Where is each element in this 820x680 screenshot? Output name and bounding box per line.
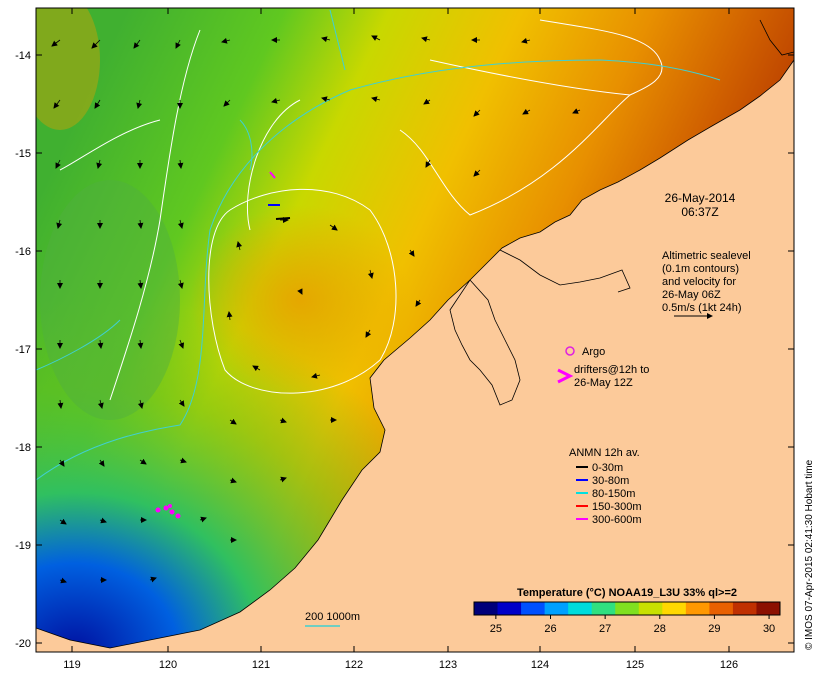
cool-west-patch [40,180,180,420]
colorbar-tick-label: 26 [544,623,556,635]
anmn-legend-label: 150-300m [592,501,642,513]
lat-tick-label: -14 [15,50,31,62]
altimetry-note-line: Altimetric sealevel [662,250,751,262]
velocity-field [51,35,581,584]
colorbar-cell [709,602,734,615]
anmn-legend-label: 30-80m [592,475,629,487]
colorbar-cell [568,602,593,615]
colorbar-cell [497,602,522,615]
anmn-300-600m-vector [269,171,276,179]
anmn-legend-label: 300-600m [592,514,642,526]
colorbar-cell [756,602,781,615]
coastline-north [759,19,794,56]
colorbar-cell [615,602,640,615]
anmn-legend-title: ANMN 12h av. [569,447,640,459]
colorbar-cell [474,602,499,615]
drifter-marker-icon [557,368,574,384]
lat-tick-label: -19 [15,540,31,552]
lat-tick-label: -18 [15,442,31,454]
peninsula [449,279,521,406]
colorbar-tick-label: 29 [708,623,720,635]
lon-tick-label: 123 [439,659,457,671]
anmn-legend: ANMN 12h av. 0-30m 30-80m 80-150m 150-30… [569,447,642,526]
altimetry-note-line: 26-May 06Z [662,289,721,301]
timestamp-time: 06:37Z [681,205,718,219]
lat-tick-label: -20 [15,638,31,650]
bathymetry-legend: 200 1000m [305,611,360,627]
colorbar-cell [662,602,687,615]
warm-nw-patch [36,8,100,130]
plot-frame [35,7,795,653]
lon-tick-label: 126 [720,659,738,671]
argo-marker-icon [565,346,575,356]
altimetry-note-line: and velocity for [662,276,736,288]
colorbar-tick-label: 28 [654,623,666,635]
colorbar: Temperature (°C) NOAA19_L3U 33% ql>=2 25… [473,587,781,635]
lon-tick-label: 120 [159,659,177,671]
lon-tick-label: 124 [531,659,549,671]
plot-area [36,8,794,652]
land-mass [36,8,794,652]
argo-label: Argo [582,346,605,358]
anmn-legend-label: 0-30m [592,462,623,474]
longitude-axis: 119 120 121 122 123 124 125 126 [63,8,738,671]
credit-text: © IMOS 07-Apr-2015 02:41:30 Hobart time [804,459,815,650]
drifters-label-line2: 26-May 12Z [574,377,633,389]
anmn-0-30m-vector [275,217,291,220]
altimetry-contours [59,19,663,401]
colorbar-tick-label: 25 [490,623,502,635]
lon-tick-label: 119 [63,659,81,671]
lat-tick-label: -15 [15,148,31,160]
colorbar-cell [591,602,616,615]
anmn-legend-label: 80-150m [592,488,635,500]
colorbar-cell [544,602,569,615]
warm-eddy [190,205,410,395]
altimetry-note-line: (0.1m contours) [662,263,739,275]
colorbar-cells [474,602,781,615]
altimetry-note: Altimetric sealevel (0.1m contours) and … [662,250,751,319]
lon-tick-label: 121 [252,659,270,671]
drifters-label-line1: drifters@12h to [574,364,649,376]
drifter-tracks [155,504,181,519]
colorbar-frame [473,601,781,616]
colorbar-cell [638,602,663,615]
latitude-axis: -14 -15 -16 -17 -18 -19 -20 [15,50,794,650]
colorbar-title: Temperature (°C) NOAA19_L3U 33% ql>=2 [517,587,737,599]
lat-tick-label: -17 [15,344,31,356]
altimetry-note-line: 0.5m/s (1kt 24h) [662,302,741,314]
lat-tick-label: -16 [15,246,31,258]
bathymetry-contours [36,9,721,481]
coastline-detail [499,249,631,293]
timestamp-date: 26-May-2014 [665,191,736,205]
colorbar-cell [732,602,757,615]
argo-drifter-legend: Argo drifters@12h to 26-May 12Z [557,346,649,389]
anmn-mooring-vectors [268,171,291,220]
bathymetry-label: 200 1000m [305,611,360,623]
lon-tick-label: 125 [626,659,644,671]
timestamp-annotation: 26-May-2014 06:37Z [665,191,736,219]
colorbar-tick-label: 27 [599,623,611,635]
colorbar-cell [521,602,546,615]
colorbar-ticks: 25 26 27 28 29 30 [490,615,775,635]
lon-tick-label: 122 [345,659,363,671]
colorbar-tick-label: 30 [763,623,775,635]
colorbar-cell [685,602,710,615]
